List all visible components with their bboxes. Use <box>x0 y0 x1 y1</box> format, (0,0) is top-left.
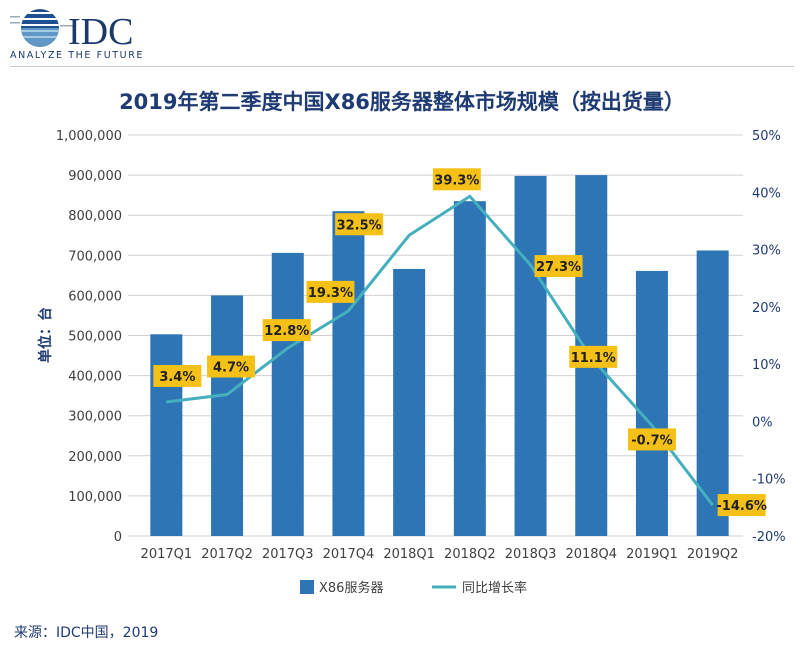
idc-logo: IDC ANALYZE THE FUTURE <box>10 9 144 61</box>
data-label-bg <box>262 319 311 342</box>
bar-2017Q4 <box>332 211 365 536</box>
data-label-bg <box>627 428 676 451</box>
x-tick-label: 2018Q1 <box>383 547 435 562</box>
data-label: 12.8% <box>264 324 309 339</box>
source-note: 来源：IDC中国，2019 <box>14 625 159 641</box>
x-tick-label: 2017Q1 <box>141 547 193 562</box>
data-label-bg <box>717 494 766 517</box>
logo-tagline: ANALYZE THE FUTURE <box>10 50 144 61</box>
left-tick-label: 1,000,000 <box>56 129 122 144</box>
right-tick-label: -10% <box>752 473 786 488</box>
data-label-bg <box>534 255 583 278</box>
x-tick-label: 2019Q2 <box>687 547 739 562</box>
left-tick-label: 100,000 <box>68 490 122 505</box>
bar-2019Q2 <box>696 250 729 536</box>
right-tick-label: 50% <box>752 129 781 144</box>
x-tick-label: 2017Q3 <box>262 547 314 562</box>
data-label-bg <box>207 355 256 378</box>
left-tick-label: 300,000 <box>68 410 122 425</box>
right-tick-label: 0% <box>752 415 773 430</box>
x-tick-label: 2017Q4 <box>323 547 375 562</box>
chart-title: 2019年第二季度中国X86服务器整体市场规模（按出货量） <box>119 90 685 114</box>
data-label: 32.5% <box>337 218 382 233</box>
right-tick-label: 30% <box>752 244 781 259</box>
header-divider <box>10 66 794 67</box>
data-label: 3.4% <box>159 370 195 385</box>
bar-2017Q3 <box>271 252 304 537</box>
logo-text: IDC <box>68 11 133 53</box>
right-tick-label: -20% <box>752 530 786 545</box>
bar-2018Q2 <box>453 201 486 537</box>
left-tick-label: 700,000 <box>68 249 122 264</box>
x-tick-label: 2018Q2 <box>444 547 496 562</box>
left-tick-label: 600,000 <box>68 289 122 304</box>
x-tick-label: 2018Q3 <box>505 547 557 562</box>
left-tick-label: 200,000 <box>68 450 122 465</box>
left-tick-label: 800,000 <box>68 209 122 224</box>
x-tick-label: 2017Q2 <box>201 547 253 562</box>
left-tick-label: 900,000 <box>68 169 122 184</box>
data-label-bg <box>335 213 384 236</box>
x-tick-label: 2018Q4 <box>565 547 617 562</box>
legend-label: 同比增长率 <box>462 580 527 596</box>
data-label: -14.6% <box>716 499 767 514</box>
bar-2018Q3 <box>514 175 547 537</box>
left-tick-label: 400,000 <box>68 370 122 385</box>
legend-label: X86服务器 <box>319 580 383 596</box>
data-label: 19.3% <box>308 286 353 301</box>
data-label-bg <box>153 364 202 387</box>
bar-2017Q1 <box>150 334 183 536</box>
data-label: -0.7% <box>631 433 672 448</box>
legend-swatch-bar <box>300 580 314 594</box>
bar-2018Q1 <box>393 268 426 536</box>
data-label: 27.3% <box>536 260 581 275</box>
left-tick-label: 0 <box>114 530 122 545</box>
right-tick-label: 40% <box>752 186 781 201</box>
data-label: 39.3% <box>434 173 479 188</box>
right-tick-label: 20% <box>752 301 781 316</box>
growth-rate-line <box>166 194 714 506</box>
right-tick-label: 10% <box>752 358 781 373</box>
left-tick-label: 500,000 <box>68 330 122 345</box>
data-label-bg <box>306 280 355 303</box>
bar-2019Q1 <box>635 270 668 536</box>
data-label: 11.1% <box>571 351 616 366</box>
y-axis-label: 单位：台 <box>37 307 54 363</box>
data-label-bg <box>432 168 481 191</box>
bar-2017Q2 <box>211 295 244 536</box>
data-label: 4.7% <box>213 361 249 376</box>
x-tick-label: 2019Q1 <box>626 547 678 562</box>
data-label-bg <box>569 345 618 368</box>
